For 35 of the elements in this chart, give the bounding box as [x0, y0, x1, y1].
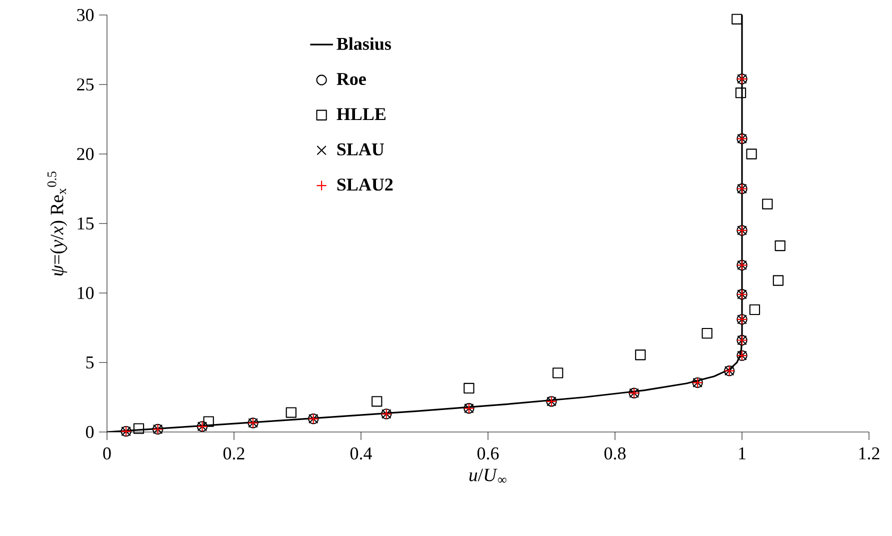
- point: [286, 407, 296, 418]
- point: [203, 416, 214, 427]
- point: [372, 396, 382, 407]
- legend-label: HLLE: [336, 108, 386, 120]
- legend-label: Blasius: [336, 37, 392, 50]
- point: [702, 328, 712, 339]
- x-tick-label: 0.8: [604, 447, 626, 460]
- point: [464, 382, 474, 394]
- point: [133, 423, 144, 434]
- x-tick-label: 1.2: [859, 447, 880, 460]
- point: [749, 304, 760, 316]
- y-tick-label: 20: [77, 148, 94, 160]
- y-tick-label: 5: [86, 356, 94, 368]
- x-tick-label: 0.4: [350, 447, 372, 460]
- y-tick-label: 25: [77, 78, 94, 91]
- legend-label: SLAU: [337, 143, 384, 156]
- point: [772, 275, 784, 286]
- point: [774, 240, 786, 252]
- point: [735, 88, 746, 98]
- x-tick-label: 0: [103, 447, 111, 460]
- point: [732, 14, 742, 25]
- point: [762, 198, 773, 210]
- x-tick-label: 0.6: [477, 447, 499, 460]
- legend-label: Roe: [336, 73, 366, 86]
- y-tick-label: 15: [78, 217, 94, 230]
- y-tick-label: 10: [78, 286, 94, 300]
- point: [635, 350, 646, 360]
- y-tick-label: 30: [77, 8, 94, 22]
- point: [552, 368, 564, 378]
- x-tick-label: 0.2: [223, 447, 244, 460]
- point: [746, 148, 757, 160]
- legend-label: SLAU2: [337, 178, 393, 191]
- x-tick-label: 1: [739, 447, 746, 460]
- x-axis-title: u/U$_{∞}$: [469, 468, 506, 483]
- y-tick-label: 0: [86, 426, 94, 438]
